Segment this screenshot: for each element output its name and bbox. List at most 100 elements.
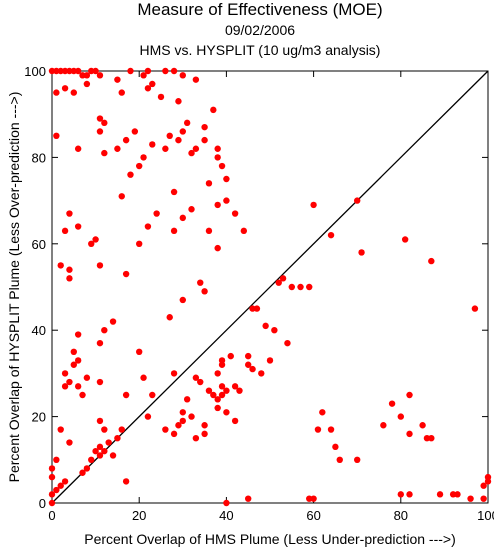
data-point <box>127 67 134 75</box>
data-point <box>223 197 230 204</box>
data-point <box>149 80 156 88</box>
data-point <box>201 288 208 295</box>
data-point <box>201 136 208 144</box>
data-point <box>96 339 104 347</box>
data-point <box>227 352 234 360</box>
data-point <box>48 473 56 481</box>
data-point <box>53 89 60 96</box>
data-point <box>48 465 56 472</box>
reference-line-group <box>51 70 489 504</box>
data-point <box>74 145 82 152</box>
data-point <box>218 162 226 170</box>
data-point <box>136 240 143 247</box>
data-point <box>92 67 99 75</box>
x-tick-label: 0 <box>48 508 55 523</box>
chart-subtitle: HMS vs. HYSPLIT (10 ug/m3 analysis) <box>139 42 381 58</box>
data-point <box>170 67 178 75</box>
data-point <box>101 327 108 334</box>
data-point <box>153 210 160 217</box>
data-point <box>231 383 239 390</box>
data-point <box>109 318 117 325</box>
data-point <box>175 98 182 105</box>
data-point <box>70 89 78 96</box>
data-point <box>397 413 404 420</box>
data-point <box>205 227 213 235</box>
data-point <box>166 314 173 321</box>
data-point <box>319 409 326 416</box>
data-point <box>428 435 435 442</box>
data-point <box>175 136 182 144</box>
data-point <box>179 296 186 304</box>
data-point <box>83 374 91 381</box>
chart-date: 09/02/2006 <box>224 22 296 38</box>
data-point <box>428 257 435 265</box>
data-point <box>179 409 186 416</box>
data-point <box>144 67 152 75</box>
x-tick-label: 40 <box>219 508 233 523</box>
data-point <box>70 348 78 355</box>
data-point <box>397 491 404 498</box>
data-point <box>205 387 213 394</box>
data-point <box>74 67 82 75</box>
data-point <box>131 128 139 135</box>
data-point <box>74 357 82 364</box>
data-point <box>74 331 82 338</box>
data-point <box>179 214 186 222</box>
data-point <box>136 348 143 355</box>
data-point <box>105 439 112 446</box>
data-point <box>57 482 64 489</box>
data-point <box>170 188 178 196</box>
data-point <box>310 495 317 502</box>
data-point <box>48 491 56 498</box>
data-point <box>61 478 69 485</box>
data-point <box>118 426 125 433</box>
data-point <box>144 85 152 92</box>
data-point <box>122 270 130 278</box>
data-point <box>214 370 221 377</box>
data-point <box>179 72 186 79</box>
data-point <box>162 145 169 152</box>
data-point <box>214 145 221 152</box>
data-point <box>354 456 361 463</box>
data-point <box>66 439 73 446</box>
y-tick-label: 60 <box>32 237 46 252</box>
data-point <box>419 422 426 429</box>
data-point <box>179 417 186 425</box>
data-point <box>223 387 230 394</box>
data-point <box>380 422 387 429</box>
y-axis-label: Percent Overlap of HYSPLIT Plume (Less O… <box>6 91 22 483</box>
data-point <box>96 72 104 79</box>
data-point <box>66 266 73 273</box>
data-point <box>92 236 99 243</box>
data-point <box>197 279 204 286</box>
data-point <box>258 370 265 377</box>
data-point <box>245 495 252 502</box>
data-point <box>149 141 156 148</box>
data-point <box>96 128 104 135</box>
data-point <box>96 452 104 459</box>
data-point <box>210 391 217 399</box>
data-point <box>188 149 195 157</box>
data-point <box>214 396 221 403</box>
data-point <box>48 499 56 507</box>
data-point <box>96 262 104 269</box>
data-point <box>275 279 282 286</box>
data-point <box>279 275 287 282</box>
y-tick-label: 80 <box>32 150 46 165</box>
x-axis-label: Percent Overlap of HMS Plume (Less Under… <box>84 531 456 547</box>
data-point <box>480 482 487 489</box>
data-point <box>166 132 173 139</box>
data-point <box>183 119 191 127</box>
y-tick-label: 100 <box>24 64 46 79</box>
data-point <box>144 413 152 420</box>
data-point <box>245 361 252 368</box>
data-point <box>79 391 86 399</box>
data-point <box>188 413 195 420</box>
data-point <box>83 465 91 472</box>
data-point <box>162 426 169 433</box>
data-point <box>240 227 248 235</box>
data-points <box>48 67 492 507</box>
data-point <box>236 387 243 394</box>
data-point <box>262 322 269 330</box>
